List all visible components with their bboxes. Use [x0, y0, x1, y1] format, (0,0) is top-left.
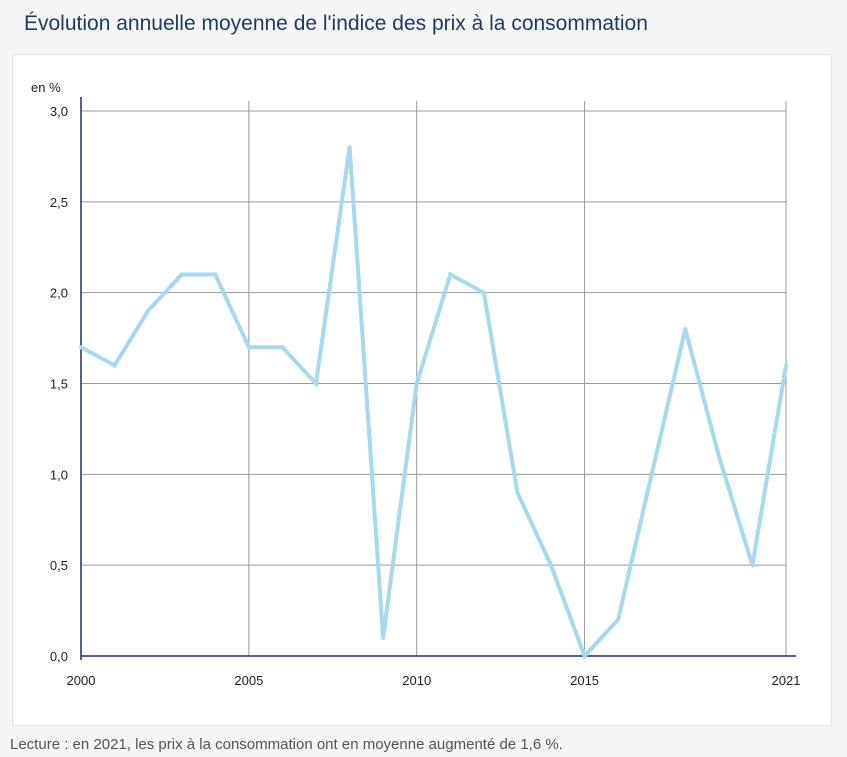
x-tick-label: 2015: [570, 673, 599, 688]
y-tick-label: 0,5: [50, 558, 68, 573]
data-point: [79, 345, 83, 350]
chart-panel: 0,0 0,5 1,0 1,5 2,0 2,5 3,0 2000 2005 2010 2015 202…: [12, 54, 832, 726]
y-tick-label: 2,5: [50, 195, 68, 210]
data-point: [616, 617, 621, 622]
data-point: [582, 654, 587, 658]
data-point: [146, 308, 151, 313]
data-point: [515, 490, 520, 495]
footnote: Lecture : en 2021, les prix à la consomm…: [10, 736, 563, 753]
series-line: [80, 147, 788, 660]
x-tick-label: 2005: [234, 673, 263, 688]
data-point: [179, 272, 184, 277]
data-point: [213, 272, 218, 277]
axes: [80, 97, 796, 660]
grid: [81, 101, 787, 656]
chart-title: Évolution annuelle moyenne de l'indice d…: [24, 12, 648, 35]
x-tick-label: 2000: [67, 673, 96, 688]
x-tick-label: 2010: [402, 673, 431, 688]
data-point: [683, 327, 688, 331]
data-point: [280, 345, 285, 350]
y-axis-label: en %: [31, 80, 61, 95]
y-tick-label: 1,5: [50, 377, 68, 392]
line-chart: 0,0 0,5 1,0 1,5 2,0 2,5 3,0 2000 2005 2010 2015 202…: [31, 80, 801, 688]
data-point: [784, 363, 788, 368]
data-point: [750, 563, 755, 568]
x-tick-label: 2021: [772, 673, 801, 688]
y-tick-label: 0,0: [50, 649, 68, 664]
data-point: [314, 381, 318, 386]
y-tick-label: 2,0: [50, 286, 68, 301]
data-point: [448, 272, 453, 277]
y-tick-label: 3,0: [50, 104, 68, 119]
data-point: [347, 145, 352, 150]
data-point: [549, 563, 553, 568]
data-point: [414, 381, 419, 386]
data-point: [246, 345, 251, 350]
tick-labels: 0,0 0,5 1,0 1,5 2,0 2,5 3,0 2000 2005 2010 2015 202…: [50, 104, 801, 688]
data-point: [716, 454, 721, 459]
series: [79, 145, 788, 660]
data-point: [481, 290, 486, 295]
data-point: [649, 472, 654, 477]
data-point: [381, 635, 386, 640]
data-point: [112, 363, 117, 368]
y-tick-label: 1,0: [50, 467, 68, 482]
